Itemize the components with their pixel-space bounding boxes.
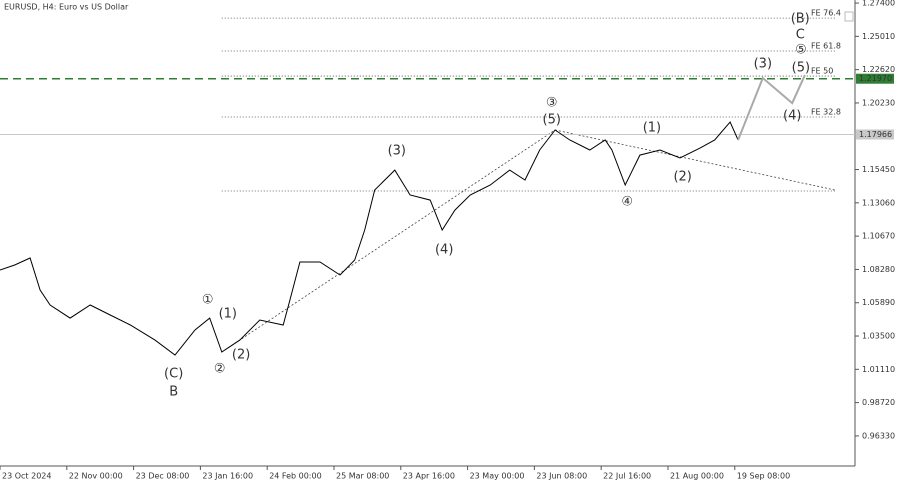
wave-label: (3): [754, 57, 772, 72]
wave-label: (1): [643, 121, 661, 136]
y-tick-label: 0.96330: [862, 431, 895, 440]
y-tick-label: 1.01110: [862, 365, 895, 374]
y-tick-label: 1.03500: [862, 332, 895, 341]
wave-label: ④: [621, 195, 633, 210]
wave-label: C: [796, 28, 805, 43]
x-tick-label: 23 Jan 16:00: [202, 472, 253, 481]
price-tag-label: 1.21970: [859, 74, 892, 83]
wave-label: B: [169, 385, 178, 400]
wave-label: (1): [219, 307, 237, 322]
x-tick-label: 23 Oct 2024: [2, 472, 51, 481]
wave-label: (B): [791, 12, 810, 27]
chart-title: EURUSD, H4: Euro vs US Dollar: [4, 3, 129, 12]
wave-label: ③: [546, 96, 558, 111]
fib-label: FE 32.8: [811, 108, 841, 117]
price-tag: [856, 73, 894, 84]
fib-label: FE 76.4: [811, 9, 841, 18]
y-tick-label: 0.98720: [862, 398, 895, 407]
y-tick-label: 1.05890: [862, 298, 895, 307]
wave-label: (C): [164, 367, 183, 382]
x-tick-label: 25 Mar 08:00: [336, 472, 389, 481]
wave-label: (4): [435, 243, 453, 258]
y-tick-label: 1.20230: [862, 98, 895, 107]
y-tick-label: 1.13060: [862, 198, 895, 207]
fib-label: FE 50: [811, 67, 833, 76]
y-tick-label: 1.22620: [862, 65, 895, 74]
x-tick-label: 23 Dec 08:00: [136, 472, 190, 481]
price-line: [737, 74, 806, 141]
x-tick-label: 24 Feb 00:00: [269, 472, 321, 481]
wave-label: (3): [388, 144, 406, 159]
price-tag: [856, 129, 894, 140]
wave-label: ①: [202, 293, 214, 308]
x-tick-label: 22 Nov 00:00: [69, 472, 123, 481]
y-tick-label: 1.27400: [862, 0, 895, 8]
price-tag-label: 1.17966: [859, 130, 892, 139]
wave-label: ②: [214, 362, 226, 377]
fib-label: FE 61.8: [811, 41, 841, 50]
x-tick-label: 23 May 00:00: [470, 472, 525, 481]
y-tick-label: 1.08280: [862, 265, 895, 274]
price-line: [0, 121, 739, 356]
x-tick-label: 23 Apr 16:00: [403, 472, 455, 481]
icon: [844, 11, 854, 22]
x-tick-label: 22 Jul 16:00: [603, 472, 651, 481]
wave-label: (2): [673, 170, 691, 185]
wave-label: (5): [543, 113, 561, 128]
y-tick-label: 1.25010: [862, 32, 895, 41]
wave-label: ⑤: [795, 43, 807, 58]
x-tick-label: 23 Jun 08:00: [536, 472, 587, 481]
trendline: [221, 129, 556, 353]
x-tick-label: 19 Sep 08:00: [737, 472, 790, 481]
wave-label: (4): [783, 109, 801, 124]
x-tick-label: 21 Aug 00:00: [670, 472, 724, 481]
wave-label: (2): [232, 347, 250, 362]
y-tick-label: 1.10670: [862, 232, 895, 241]
wave-label: (5): [792, 61, 810, 76]
y-tick-label: 1.15450: [862, 165, 895, 174]
